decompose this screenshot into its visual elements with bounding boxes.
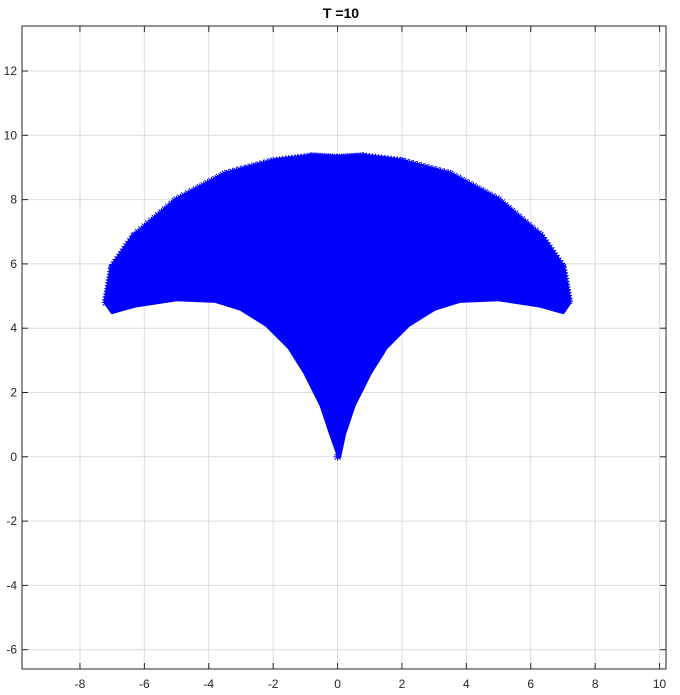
x-tick-label: 6 — [527, 677, 534, 691]
scatter-point — [259, 159, 268, 168]
x-tick-label: 10 — [653, 677, 667, 691]
y-tick-label: -2 — [6, 514, 17, 528]
scatter-point — [333, 452, 342, 461]
x-tick-label: -2 — [268, 677, 279, 691]
x-tick-label: 2 — [399, 677, 406, 691]
x-tick-label: -8 — [75, 677, 86, 691]
scatter-point — [409, 160, 418, 169]
axes-frame — [21, 25, 667, 670]
y-tick-label: 0 — [10, 450, 17, 464]
x-tick-label: -4 — [203, 677, 214, 691]
x-tick-label: -6 — [139, 677, 150, 691]
scatter-point — [554, 256, 563, 265]
tick-labels: -8 -6 -4 -2 0 2 4 6 8 10 -6 -4 -2 0 2 4 6 8 10 12 — [4, 64, 667, 691]
scatter-point — [477, 186, 486, 195]
y-tick-label: -6 — [6, 643, 17, 657]
x-tick-label: 4 — [463, 677, 470, 691]
y-tick-label: 2 — [10, 386, 17, 400]
y-tick-label: 4 — [10, 321, 17, 335]
x-tick-label: 0 — [334, 677, 341, 691]
y-tick-label: 8 — [10, 193, 17, 207]
scatter-point — [397, 157, 406, 166]
y-tick-label: 6 — [10, 257, 17, 271]
scatter-point — [180, 191, 189, 200]
x-tick-label: 8 — [592, 677, 599, 691]
y-tick-label: -4 — [6, 578, 17, 592]
scatter-point — [176, 193, 185, 202]
scatter-point — [333, 443, 342, 452]
chart-title: T =10 — [323, 5, 359, 21]
scatter-markers — [101, 152, 574, 461]
scatter-point — [220, 169, 229, 178]
plot-area — [101, 152, 574, 461]
scatter-point — [334, 433, 343, 442]
y-tick-label: 12 — [4, 64, 18, 78]
scatter-point — [565, 297, 574, 306]
scatter-point — [195, 183, 204, 192]
axes-box — [21, 25, 667, 670]
y-tick-label: 10 — [4, 128, 18, 142]
